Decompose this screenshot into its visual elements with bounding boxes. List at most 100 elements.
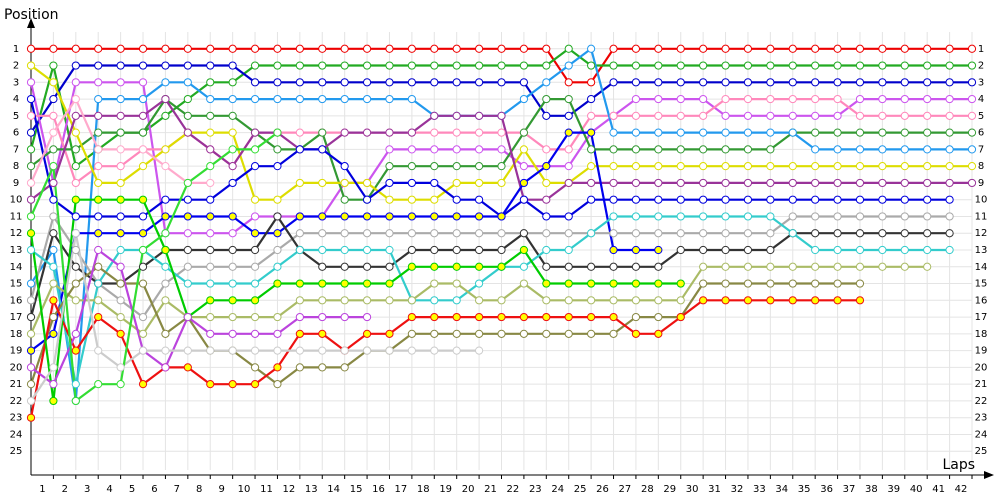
lap-marker (676, 229, 685, 238)
lap-marker (116, 380, 125, 389)
x-tick-label: 10 (238, 484, 251, 495)
lap-marker (676, 279, 685, 288)
y-tick-label: 20 (10, 362, 23, 373)
lap-marker (474, 296, 484, 305)
lap-marker (138, 128, 148, 137)
lap-marker (273, 312, 282, 322)
lap-marker (654, 245, 663, 255)
lap-marker (721, 279, 730, 288)
lap-marker (497, 229, 506, 238)
lap-marker (94, 178, 103, 188)
lap-marker (945, 94, 954, 104)
lap-marker (923, 111, 932, 120)
lap-marker (609, 296, 618, 305)
lap-marker (295, 78, 304, 87)
lap-marker (138, 212, 148, 221)
lap-marker (138, 312, 148, 322)
lap-marker (967, 162, 977, 171)
lap-marker (766, 44, 775, 53)
lap-marker (340, 346, 349, 355)
lap-marker (228, 178, 237, 188)
lap-marker (273, 380, 282, 389)
x-tick-label: 35 (798, 484, 811, 495)
lap-marker (250, 212, 260, 221)
lap-marker (654, 145, 663, 154)
lap-marker (116, 94, 125, 104)
lap-marker (609, 128, 618, 137)
lap-marker (228, 380, 237, 389)
x-tick-label: 18 (417, 484, 430, 495)
lap-marker (878, 128, 887, 137)
lap-marker (945, 245, 954, 255)
lap-marker (138, 262, 148, 271)
lap-marker (183, 94, 192, 104)
lap-marker (26, 61, 36, 70)
lap-marker (452, 245, 461, 255)
lap-marker (71, 380, 80, 389)
lap-marker (497, 78, 506, 87)
lap-marker (855, 245, 865, 255)
lap-marker (161, 162, 170, 171)
x-tick-label: 9 (218, 484, 224, 495)
x-tick-label: 41 (932, 484, 945, 495)
lap-marker (519, 229, 529, 238)
lap-marker (923, 162, 932, 171)
lap-marker (811, 111, 820, 120)
lap-marker (385, 94, 394, 104)
lap-marker (676, 78, 685, 87)
lap-marker (564, 111, 573, 120)
lap-marker (94, 94, 103, 104)
lap-marker (206, 111, 215, 120)
lap-marker (900, 212, 909, 221)
lap-marker (71, 329, 80, 338)
lap-marker (49, 162, 58, 171)
y-tick-label-right: 13 (975, 245, 988, 256)
lap-marker (161, 195, 170, 204)
lap-marker (183, 111, 192, 120)
lap-marker (362, 329, 372, 338)
x-tick-label: 42 (955, 484, 968, 495)
lap-marker (833, 145, 842, 154)
lap-marker (228, 279, 237, 288)
lap-marker (474, 162, 484, 171)
lap-marker (833, 94, 842, 104)
lap-marker (542, 162, 551, 171)
y-tick-label: 2 (13, 61, 19, 72)
lap-marker (407, 44, 416, 53)
x-tick-label: 13 (305, 484, 318, 495)
lap-marker (228, 111, 237, 120)
lap-marker (362, 195, 372, 204)
lap-marker (407, 78, 416, 87)
lap-marker (94, 229, 103, 238)
lap-marker (923, 178, 932, 188)
y-tick-label: 22 (10, 396, 23, 407)
lap-marker (497, 312, 506, 322)
lap-marker (362, 245, 372, 255)
lap-marker (26, 94, 36, 104)
lap-marker (273, 363, 282, 372)
lap-marker (542, 94, 551, 104)
lap-marker (497, 329, 506, 338)
lap-marker (318, 229, 327, 238)
lap-marker (94, 195, 103, 204)
lap-marker (71, 245, 80, 255)
lap-marker (676, 44, 685, 53)
y-tick-label: 24 (10, 429, 23, 440)
lap-marker (811, 145, 820, 154)
lap-marker (116, 229, 125, 238)
lap-marker (138, 94, 148, 104)
lap-marker (385, 78, 394, 87)
lap-marker (855, 195, 865, 204)
lap-marker (855, 111, 865, 120)
lap-marker (385, 296, 394, 305)
lap-marker (161, 229, 170, 238)
lap-marker (250, 78, 260, 87)
x-axis-arrow (984, 471, 994, 479)
lap-marker (945, 44, 954, 53)
lap-marker (676, 312, 685, 322)
lap-marker (788, 296, 797, 305)
lap-marker (250, 279, 260, 288)
lap-marker (138, 61, 148, 70)
lap-marker (340, 229, 349, 238)
lap-marker (26, 178, 36, 188)
